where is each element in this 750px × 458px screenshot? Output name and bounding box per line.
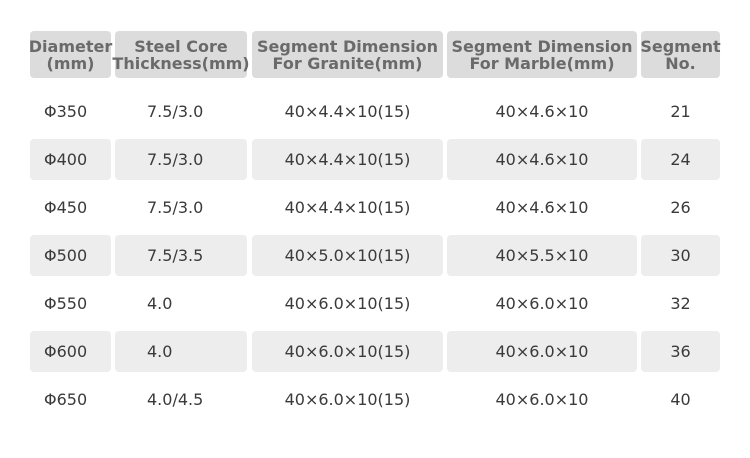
cell-marble: 40×6.0×10 [495,294,589,313]
cell-marble: 40×6.0×10 [495,390,589,409]
cell-granite: 40×6.0×10(15) [284,390,411,409]
cell-granite: 40×5.0×10(15) [252,235,443,276]
cell-segment-no: 36 [641,331,720,372]
cell-segment-no: 21 [670,102,691,121]
cell-diameter: Φ600 [30,331,111,372]
cell-steel-core: 4.0 [115,331,247,372]
cell-granite: 40×4.4×10(15) [252,139,443,180]
cell-steel-core: 7.5/3.5 [115,235,247,276]
cell-marble: 40×4.6×10 [495,102,589,121]
cell-marble: 40×6.0×10 [447,331,637,372]
header-steel-core-thickness: Steel Core Thickness(mm) [112,31,250,78]
cell-steel-core: 7.5/3.0 [147,102,204,121]
cell-granite: 40×4.4×10(15) [284,102,411,121]
cell-steel-core: 4.0 [147,294,173,313]
cell-marble: 40×4.6×10 [495,198,589,217]
header-segment-granite: Segment Dimension For Granite(mm) [252,31,443,78]
cell-segment-no: 40 [670,390,691,409]
cell-diameter: Φ500 [30,235,111,276]
cell-diameter: Φ650 [44,390,88,409]
cell-diameter: Φ550 [44,294,88,313]
cell-granite: 40×6.0×10(15) [252,331,443,372]
cell-segment-no: 30 [641,235,720,276]
cell-granite: 40×4.4×10(15) [284,198,411,217]
cell-diameter: Φ450 [44,198,88,217]
cell-diameter: Φ350 [44,102,88,121]
cell-marble: 40×4.6×10 [447,139,637,180]
cell-segment-no: 26 [670,198,691,217]
header-segment-marble: Segment Dimension For Marble(mm) [447,31,637,78]
cell-segment-no: 32 [670,294,691,313]
cell-diameter: Φ400 [30,139,111,180]
cell-steel-core: 7.5/3.0 [115,139,247,180]
cell-steel-core: 7.5/3.0 [147,198,204,217]
cell-marble: 40×5.5×10 [447,235,637,276]
cell-steel-core: 4.0/4.5 [147,390,204,409]
header-segment-no: Segment No. [640,31,721,78]
cell-segment-no: 24 [641,139,720,180]
header-diameter: Diameter (mm) [29,31,112,78]
cell-granite: 40×6.0×10(15) [284,294,411,313]
